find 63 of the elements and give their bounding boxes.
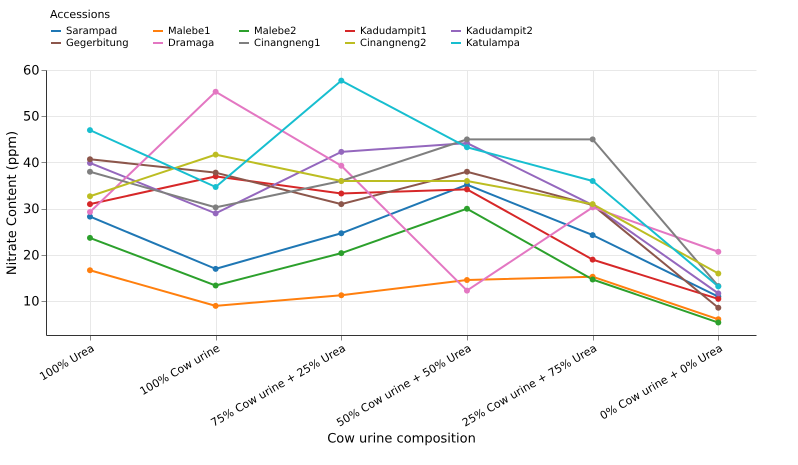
point bbox=[715, 270, 722, 276]
point bbox=[86, 234, 93, 241]
point bbox=[590, 276, 596, 282]
point bbox=[86, 127, 93, 134]
point bbox=[86, 208, 93, 215]
point bbox=[715, 290, 722, 296]
point bbox=[338, 148, 344, 155]
point bbox=[86, 193, 93, 200]
legend-label: Cinangneng1 bbox=[254, 38, 320, 49]
point bbox=[338, 250, 344, 256]
point bbox=[464, 136, 470, 142]
legend-label: Dramaga bbox=[168, 38, 214, 49]
legend-label: Katulampa bbox=[466, 38, 520, 49]
point bbox=[464, 276, 470, 283]
legend-label: Cinangneng2 bbox=[360, 38, 426, 49]
x-tick-label: 0% Cow urine + 0% Urea bbox=[598, 342, 725, 422]
y-axis-title: Nitrate Content (ppm) bbox=[4, 130, 20, 276]
legend-label: Sarampad bbox=[66, 26, 118, 37]
point bbox=[715, 248, 722, 255]
legend-label: Malebe1 bbox=[168, 26, 211, 37]
point bbox=[338, 78, 344, 84]
point bbox=[212, 204, 219, 210]
point bbox=[464, 178, 470, 184]
point bbox=[212, 282, 219, 289]
point bbox=[86, 156, 93, 162]
y-tick-label: 10 bbox=[22, 294, 40, 310]
point bbox=[464, 168, 470, 175]
point bbox=[464, 288, 470, 294]
x-axis-title: Cow urine composition bbox=[327, 432, 476, 447]
point bbox=[338, 201, 344, 208]
point bbox=[590, 232, 596, 238]
y-tick-label: 50 bbox=[22, 110, 40, 125]
point bbox=[590, 178, 596, 184]
point bbox=[715, 320, 722, 326]
point bbox=[212, 152, 219, 158]
y-tick-label: 20 bbox=[22, 248, 40, 264]
y-tick-label: 40 bbox=[22, 156, 40, 171]
point bbox=[212, 88, 219, 95]
point bbox=[338, 162, 344, 169]
point bbox=[338, 190, 344, 196]
point bbox=[338, 292, 344, 298]
point bbox=[715, 304, 722, 311]
point bbox=[212, 210, 219, 216]
point bbox=[212, 184, 219, 190]
point bbox=[464, 206, 470, 212]
point bbox=[338, 230, 344, 236]
point bbox=[86, 168, 93, 175]
point bbox=[212, 302, 219, 309]
point bbox=[212, 170, 219, 176]
legend-label: Malebe2 bbox=[254, 26, 297, 37]
point bbox=[590, 256, 596, 263]
point bbox=[212, 266, 219, 272]
point bbox=[464, 186, 470, 192]
y-tick-label: 60 bbox=[22, 64, 40, 78]
point bbox=[86, 201, 93, 208]
point bbox=[464, 144, 470, 150]
y-tick-label: 30 bbox=[22, 202, 40, 218]
point bbox=[86, 267, 93, 274]
legend-label: Kadudampit1 bbox=[360, 26, 427, 37]
legend-label: Kadudampit2 bbox=[466, 26, 533, 37]
legend-label: Gegerbitung bbox=[66, 38, 129, 49]
point bbox=[590, 136, 596, 142]
legend-title: Accessions bbox=[50, 8, 110, 21]
